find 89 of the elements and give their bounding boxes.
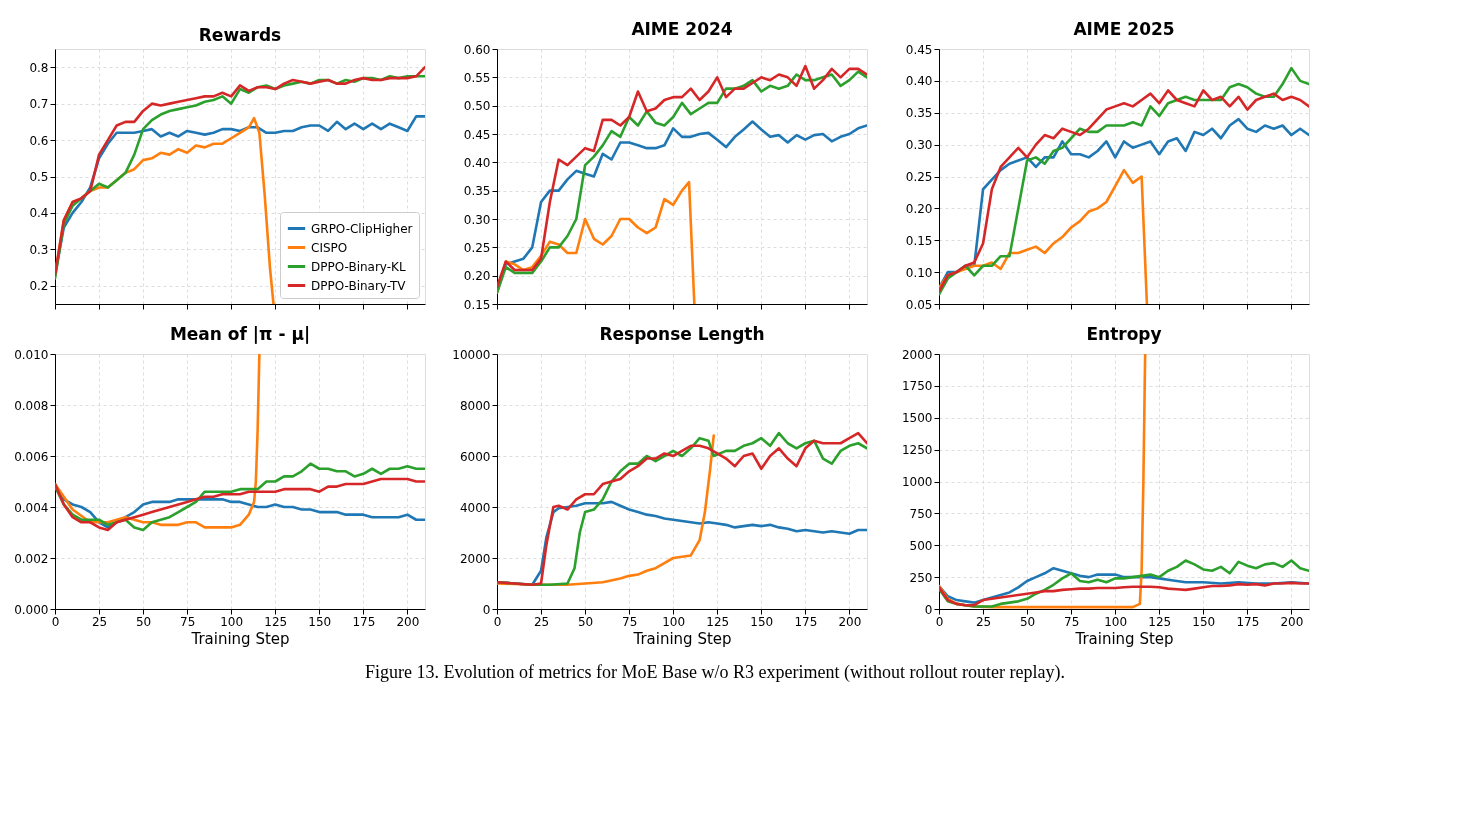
x-tick-label: 200 xyxy=(1280,614,1304,629)
y-tick-label: 2000 xyxy=(901,347,933,362)
x-tick-label: 200 xyxy=(396,614,420,629)
x-tick-label: 100 xyxy=(1104,614,1128,629)
y-tick-label: 0.4 xyxy=(29,206,49,221)
y-tick-label: 0.15 xyxy=(463,297,491,312)
chart-title: Mean of |π - μ| xyxy=(169,324,311,344)
y-tick-label: 0.30 xyxy=(905,138,933,153)
x-tick-label: 75 xyxy=(622,614,638,629)
y-tick-label: 0.006 xyxy=(14,449,49,464)
y-tick-label: 0.15 xyxy=(905,233,933,248)
y-tick-label: 500 xyxy=(909,538,933,553)
y-tick-label: 0 xyxy=(924,602,933,617)
chart-title: Rewards xyxy=(198,25,282,45)
x-axis-title: Training Step xyxy=(1074,629,1174,648)
y-tick-label: 1250 xyxy=(901,443,933,458)
y-tick-label: 0.010 xyxy=(14,347,49,362)
y-tick-label: 0.008 xyxy=(14,398,49,413)
x-tick-label: 125 xyxy=(264,614,288,629)
legend-label: DPPO-Binary-KL xyxy=(311,259,406,274)
chart-title: Response Length xyxy=(599,324,765,344)
y-tick-label: 750 xyxy=(909,506,933,521)
y-tick-label: 0.35 xyxy=(905,106,933,121)
y-tick-label: 0.45 xyxy=(463,127,491,142)
legend-label: DPPO-Binary-TV xyxy=(311,278,407,293)
x-tick-label: 175 xyxy=(352,614,376,629)
y-tick-label: 0.20 xyxy=(905,201,933,216)
chart-title: AIME 2024 xyxy=(631,19,733,39)
chart-title: AIME 2025 xyxy=(1073,19,1175,39)
y-tick-label: 0.30 xyxy=(463,212,491,227)
caption: Figure 13. Evolution of metrics for MoE Base w/o R3 experiment (without rollout router replay). xyxy=(365,662,1065,683)
y-tick-label: 0.35 xyxy=(463,184,491,199)
x-tick-label: 0 xyxy=(51,614,60,629)
y-tick-label: 0.60 xyxy=(463,42,491,57)
y-tick-label: 0.40 xyxy=(463,155,491,170)
x-tick-label: 100 xyxy=(662,614,686,629)
y-tick-label: 0.25 xyxy=(905,170,933,184)
x-tick-label: 75 xyxy=(1064,614,1080,629)
y-tick-label: 0.7 xyxy=(29,97,49,112)
y-tick-label: 0.50 xyxy=(463,99,491,114)
x-tick-label: 50 xyxy=(135,614,152,629)
y-tick-label: 0.5 xyxy=(29,170,49,184)
y-tick-label: 0.6 xyxy=(29,133,49,148)
y-tick-label: 0.002 xyxy=(14,551,49,566)
x-tick-label: 0 xyxy=(935,614,944,629)
y-tick-label: 1500 xyxy=(901,411,933,426)
y-tick-label: 4000 xyxy=(459,500,491,515)
y-tick-label: 0.3 xyxy=(29,242,49,257)
y-tick-label: 0.45 xyxy=(905,42,933,57)
legend-label: GRPO-ClipHigher xyxy=(311,221,413,236)
x-tick-label: 150 xyxy=(308,614,332,629)
x-axis-title: Training Step xyxy=(632,629,732,648)
y-tick-label: 2000 xyxy=(459,551,491,566)
y-tick-label: 6000 xyxy=(459,449,491,464)
x-tick-label: 75 xyxy=(180,614,196,629)
x-tick-label: 50 xyxy=(1019,614,1036,629)
x-tick-label: 25 xyxy=(533,614,550,629)
x-tick-label: 0 xyxy=(493,614,502,629)
y-tick-label: 10000 xyxy=(452,347,491,362)
y-tick-label: 0.25 xyxy=(463,240,491,255)
x-tick-label: 175 xyxy=(794,614,818,629)
y-tick-label: 8000 xyxy=(459,398,491,413)
x-tick-label: 125 xyxy=(1148,614,1172,629)
y-tick-label: 1000 xyxy=(901,475,933,489)
x-tick-label: 125 xyxy=(706,614,730,629)
y-tick-label: 0.000 xyxy=(14,602,49,617)
x-tick-label: 25 xyxy=(975,614,992,629)
y-tick-label: 0.05 xyxy=(905,297,933,312)
x-tick-label: 175 xyxy=(1236,614,1260,629)
x-tick-label: 200 xyxy=(838,614,862,629)
x-tick-label: 150 xyxy=(1192,614,1216,629)
y-tick-label: 0.40 xyxy=(905,74,933,89)
line-series xyxy=(55,354,261,529)
x-tick-label: 100 xyxy=(220,614,244,629)
chart-title: Entropy xyxy=(1086,324,1162,344)
x-tick-label: 50 xyxy=(577,614,594,629)
y-tick-label: 0.20 xyxy=(463,269,491,284)
x-axis-title: Training Step xyxy=(190,629,290,648)
y-tick-label: 0 xyxy=(482,602,491,617)
x-tick-label: 150 xyxy=(750,614,774,629)
y-tick-label: 250 xyxy=(909,570,933,585)
y-tick-label: 0.55 xyxy=(463,70,491,85)
legend-label: CISPO xyxy=(311,240,348,255)
y-tick-label: 0.004 xyxy=(14,500,49,515)
y-tick-label: 0.2 xyxy=(29,279,49,294)
y-tick-label: 1750 xyxy=(901,379,933,394)
x-tick-label: 25 xyxy=(91,614,108,629)
y-tick-label: 0.8 xyxy=(29,60,49,75)
y-tick-label: 0.10 xyxy=(905,265,933,280)
